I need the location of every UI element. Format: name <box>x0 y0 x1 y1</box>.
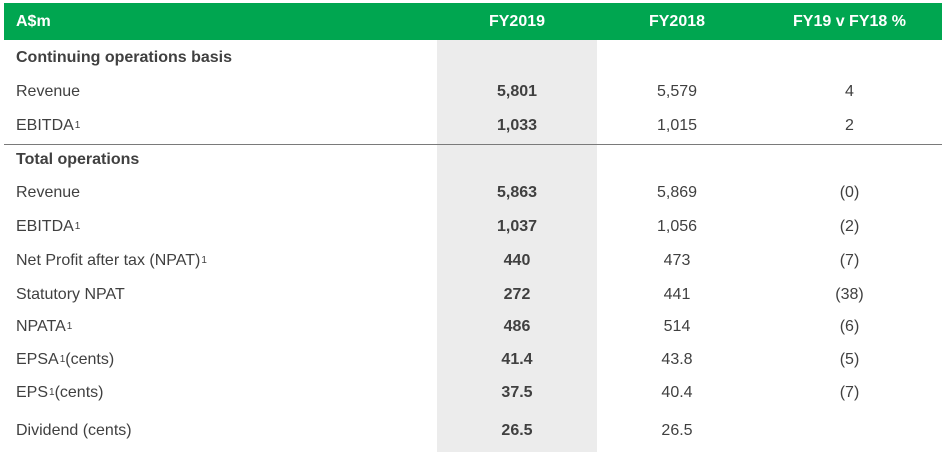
change-value: (2) <box>839 218 860 235</box>
header-fy2018: FY2018 <box>648 13 706 30</box>
table-row: EPS 1 (cents) 37.5 40.4 (7) <box>4 377 942 409</box>
header-label: A$m <box>16 13 51 30</box>
fy2018-value: 1,056 <box>656 218 698 235</box>
fy2018-value: 441 <box>663 286 691 303</box>
table-row: Revenue 5,863 5,869 (0) <box>4 177 942 209</box>
change-value <box>757 414 942 448</box>
change-value: (5) <box>839 351 860 368</box>
fy2019-value: 1,037 <box>496 218 538 235</box>
fy2018-value: 5,869 <box>656 184 698 201</box>
table-row: NPATA 1 486 514 (6) <box>4 311 942 343</box>
fy2019-value: 26.5 <box>501 422 533 439</box>
change-value: 4 <box>845 83 854 100</box>
header-change-pct: FY19 v FY18 % <box>793 13 906 30</box>
table-row: EBITDA 1 1,037 1,056 (2) <box>4 211 942 243</box>
change-value: (0) <box>839 184 860 201</box>
fy2019-value: 37.5 <box>501 384 533 401</box>
fy2018-value: 473 <box>663 252 691 269</box>
fy2018-value: 514 <box>663 318 691 335</box>
table-row: Revenue 5,801 5,579 4 <box>4 76 942 108</box>
table-row: EPSA 1 (cents) 41.4 43.8 (5) <box>4 344 942 376</box>
row-label: Revenue <box>16 184 81 201</box>
fy2018-value: 40.4 <box>661 384 693 401</box>
fy2018-value: 26.5 <box>661 422 693 439</box>
section-row-total: Total operations <box>4 145 942 175</box>
section-label: Continuing operations basis <box>16 49 233 66</box>
fy2019-value: 486 <box>503 318 531 335</box>
table-row: Net Profit after tax (NPAT) 1 440 473 (7) <box>4 245 942 277</box>
change-value: (7) <box>839 252 860 269</box>
table-row: EBITDA 1 1,033 1,015 2 <box>4 110 942 142</box>
row-label: EBITDA 1 <box>16 117 81 134</box>
section-divider <box>4 144 942 145</box>
change-value: 2 <box>845 117 854 134</box>
fy2018-value: 43.8 <box>661 351 693 368</box>
table-row: Dividend (cents) 26.5 26.5 <box>4 414 942 448</box>
fy2018-value: 1,015 <box>656 117 698 134</box>
fy2019-value: 5,863 <box>496 184 538 201</box>
row-label: EPSA 1 (cents) <box>16 351 115 368</box>
row-label: Statutory NPAT <box>16 286 125 303</box>
row-label: Revenue <box>16 83 81 100</box>
row-label: Net Profit after tax (NPAT) 1 <box>16 252 207 269</box>
change-value: (6) <box>839 318 860 335</box>
header-fy2019: FY2019 <box>488 13 546 30</box>
change-value: (38) <box>835 286 864 303</box>
fy2018-value: 5,579 <box>656 83 698 100</box>
fy2019-column-shading <box>437 40 597 452</box>
fy2019-value: 1,033 <box>496 117 538 134</box>
section-row-continuing: Continuing operations basis <box>4 42 942 74</box>
fy2019-value: 5,801 <box>496 83 538 100</box>
fy2019-value: 41.4 <box>501 351 533 368</box>
change-value: (7) <box>839 384 860 401</box>
table-header: A$m FY2019 FY2018 FY19 v FY18 % <box>4 3 942 40</box>
row-label: NPATA 1 <box>16 318 73 335</box>
fy2019-value: 272 <box>503 286 531 303</box>
fy2019-value: 440 <box>503 252 531 269</box>
section-label: Total operations <box>16 151 140 168</box>
row-label: EPS 1 (cents) <box>16 384 104 401</box>
table-row: Statutory NPAT 272 441 (38) <box>4 279 942 311</box>
row-label: EBITDA 1 <box>16 218 81 235</box>
row-label: Dividend (cents) <box>16 422 132 439</box>
